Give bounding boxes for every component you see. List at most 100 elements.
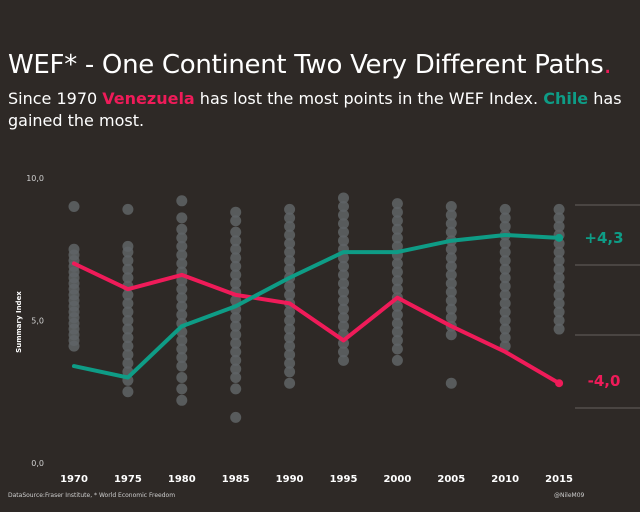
country-dot — [499, 246, 511, 258]
x-tick-label: 1970 — [60, 474, 88, 485]
country-dot — [122, 340, 134, 352]
country-dot — [230, 226, 242, 238]
country-dot — [499, 220, 511, 232]
country-dot — [499, 306, 511, 318]
country-dot — [284, 332, 296, 344]
country-dot — [391, 300, 403, 312]
country-dot — [176, 300, 188, 312]
country-dot — [230, 243, 242, 255]
x-tick-label: 1975 — [114, 474, 142, 485]
country-dot — [338, 312, 349, 324]
country-dot — [230, 346, 242, 358]
country-dot — [122, 332, 134, 344]
country-dot — [122, 297, 134, 309]
country-dot — [499, 255, 511, 267]
country-dot — [445, 243, 457, 255]
country-dot — [553, 246, 565, 258]
country-dot — [122, 323, 134, 335]
y-axis-label: Summary Index — [15, 291, 23, 353]
chart-subtitle: Since 1970 Venezuela has lost the most p… — [8, 88, 628, 132]
country-dot — [445, 286, 457, 298]
country-dot — [338, 277, 349, 289]
country-dot — [122, 203, 134, 215]
country-dot — [176, 352, 188, 364]
country-dot — [230, 372, 242, 383]
country-dot — [338, 260, 349, 272]
subtitle-text-1: Since 1970 — [8, 89, 103, 108]
country-dot — [391, 215, 403, 227]
country-dot — [284, 280, 296, 292]
country-dot — [499, 263, 511, 275]
series-line-venezuela — [72, 261, 562, 386]
country-dot — [176, 334, 188, 346]
series-lines — [72, 233, 564, 388]
country-dot — [122, 246, 134, 258]
country-dot — [230, 411, 242, 423]
country-dot — [338, 218, 349, 230]
country-dot — [176, 223, 188, 235]
country-dot — [391, 343, 403, 355]
country-dot — [338, 226, 349, 238]
country-dot — [445, 312, 457, 324]
country-dot — [122, 289, 134, 301]
country-dot — [338, 201, 349, 212]
country-dot — [122, 306, 134, 318]
series-line-chile — [72, 233, 562, 380]
country-dot — [499, 323, 511, 335]
country-dot — [122, 349, 134, 361]
country-dot — [284, 238, 296, 250]
country-dot — [176, 360, 188, 372]
country-dot — [122, 272, 134, 284]
country-dot — [230, 252, 242, 264]
country-dot — [391, 223, 403, 235]
chart-title: WEF* - One Continent Two Very Different … — [8, 50, 612, 80]
country-dot — [553, 203, 565, 215]
y-tick-label: 5,0 — [31, 317, 44, 326]
country-dot — [391, 354, 403, 366]
country-dot — [230, 277, 242, 289]
country-dot — [445, 377, 457, 389]
series-endpoint-chile — [555, 233, 564, 242]
country-dot — [391, 206, 403, 218]
country-dot — [230, 337, 242, 349]
author-handle: @NileM09 — [554, 492, 585, 499]
country-dot — [230, 320, 242, 332]
x-tick-label: 1990 — [276, 474, 304, 485]
series-endpoint-venezuela — [555, 379, 564, 388]
chart-title-text: WEF* - One Continent Two Very Different … — [8, 50, 604, 80]
country-dot — [553, 263, 565, 275]
y-tick-label: 0,0 — [31, 459, 44, 468]
country-dot — [338, 209, 349, 221]
end-labels: +4,3 -4,0 — [584, 229, 623, 390]
country-dot — [445, 260, 457, 272]
country-dot — [176, 383, 188, 395]
country-dot — [230, 269, 242, 281]
x-tick-label: 2000 — [383, 474, 411, 485]
country-dot — [553, 306, 565, 318]
country-dot — [176, 249, 188, 261]
x-tick-label: 1980 — [168, 474, 196, 485]
country-dot — [284, 229, 296, 241]
country-dot — [68, 201, 80, 212]
country-dot — [553, 289, 565, 301]
country-dot — [499, 289, 511, 301]
country-dot — [391, 326, 403, 338]
country-dot — [499, 238, 511, 250]
country-dot — [284, 220, 296, 232]
country-dot — [284, 289, 296, 301]
country-dot — [284, 349, 296, 361]
country-dot — [230, 383, 242, 395]
x-tick-label: 2010 — [491, 474, 519, 485]
country-dot — [230, 215, 242, 227]
country-dot — [499, 280, 511, 292]
country-dot — [553, 212, 565, 224]
country-dot — [391, 275, 403, 287]
country-dot — [553, 323, 565, 335]
country-dot — [284, 357, 296, 369]
country-dot — [176, 195, 188, 207]
country-dot — [445, 252, 457, 264]
venezuela-change-label: -4,0 — [588, 372, 621, 390]
country-dot — [176, 292, 188, 304]
country-dot — [230, 235, 242, 247]
